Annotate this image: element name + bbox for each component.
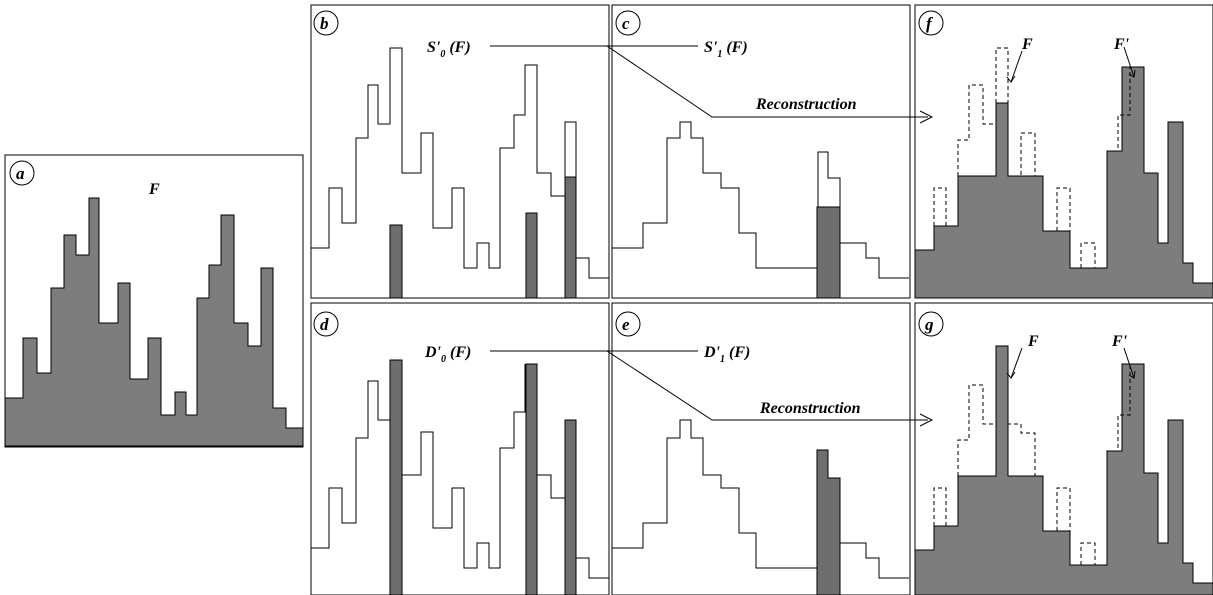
svg-text:a: a: [16, 164, 25, 183]
pointer-F-g: [1010, 347, 1023, 379]
panel-b-badge: b: [313, 10, 339, 36]
panel-c-label: S'1 (F): [704, 39, 748, 60]
pointer-F-f: [1010, 50, 1023, 83]
panel-c: c S'1 (F): [611, 4, 911, 299]
svg-text:c: c: [622, 14, 630, 33]
panel-a-badge: a: [9, 160, 35, 186]
panel-f-badge: f: [918, 10, 944, 36]
reconstruction-label-top: Reconstruction: [755, 96, 857, 113]
bar-b-2: [525, 212, 538, 299]
signal-F-dashed-f: [933, 47, 1131, 268]
panel-d-badge: d: [313, 311, 339, 337]
svg-text:f: f: [926, 14, 934, 33]
panel-d-label: D'0 (F): [424, 344, 471, 365]
panel-e-frame: [611, 302, 911, 595]
svg-text:e: e: [622, 315, 630, 334]
pointer-Fprime-f-head: [1128, 69, 1136, 78]
panel-a: a F: [4, 154, 304, 448]
signal-c: [612, 121, 909, 279]
pointer-F-g-head: [1006, 371, 1016, 379]
pointer-Fprime-g: [1123, 347, 1135, 379]
panel-b-frame: [310, 4, 610, 299]
panel-g-label-Fprime: F': [1111, 333, 1128, 350]
panel-e-label: D'1 (F): [703, 344, 750, 365]
bar-b-3: [564, 176, 577, 299]
panel-f: f F F': [914, 4, 1213, 299]
signal-b: [311, 47, 609, 279]
panel-e-badge: e: [615, 311, 641, 337]
panel-b: b S'0 (F): [310, 4, 610, 299]
panel-e: e D'1 (F): [611, 302, 911, 595]
bar-e-1: [816, 449, 841, 595]
pointer-Fprime-f: [1123, 46, 1135, 78]
signal-F-dashed-g: [933, 346, 1131, 565]
pointer-Fprime-g-head: [1128, 370, 1136, 379]
bar-d-2: [525, 363, 538, 595]
connector-bottom-arrowhead: [919, 413, 934, 427]
bar-c-1: [816, 206, 841, 299]
panel-f-label-F: F: [1021, 36, 1033, 53]
svg-text:d: d: [320, 315, 329, 334]
connector-top-arrowhead: [919, 110, 934, 124]
panel-d: d D'0 (F): [310, 302, 610, 595]
panel-g-label-F: F: [1027, 333, 1039, 350]
svg-text:g: g: [924, 315, 934, 334]
signal-F: [4, 197, 304, 447]
bar-b-1: [389, 224, 403, 299]
panel-a-title: F: [148, 181, 160, 198]
pointer-F-f-head: [1006, 75, 1016, 83]
bar-d-1: [389, 359, 403, 595]
connector-top-reconstruction: [606, 45, 928, 118]
svg-text:b: b: [320, 14, 329, 33]
bar-d-3: [564, 419, 577, 595]
panel-d-frame: [310, 302, 610, 595]
signal-d: [311, 360, 609, 579]
panel-g: g F F': [914, 302, 1213, 595]
panel-b-label: S'0 (F): [427, 39, 471, 60]
connector-bottom-reconstruction: [606, 350, 928, 421]
panel-c-badge: c: [615, 10, 641, 36]
panel-c-frame: [611, 4, 911, 299]
panel-g-badge: g: [918, 311, 944, 337]
panel-f-label-Fprime: F': [1113, 36, 1130, 53]
reconstruction-label-bottom: Reconstruction: [759, 400, 861, 417]
